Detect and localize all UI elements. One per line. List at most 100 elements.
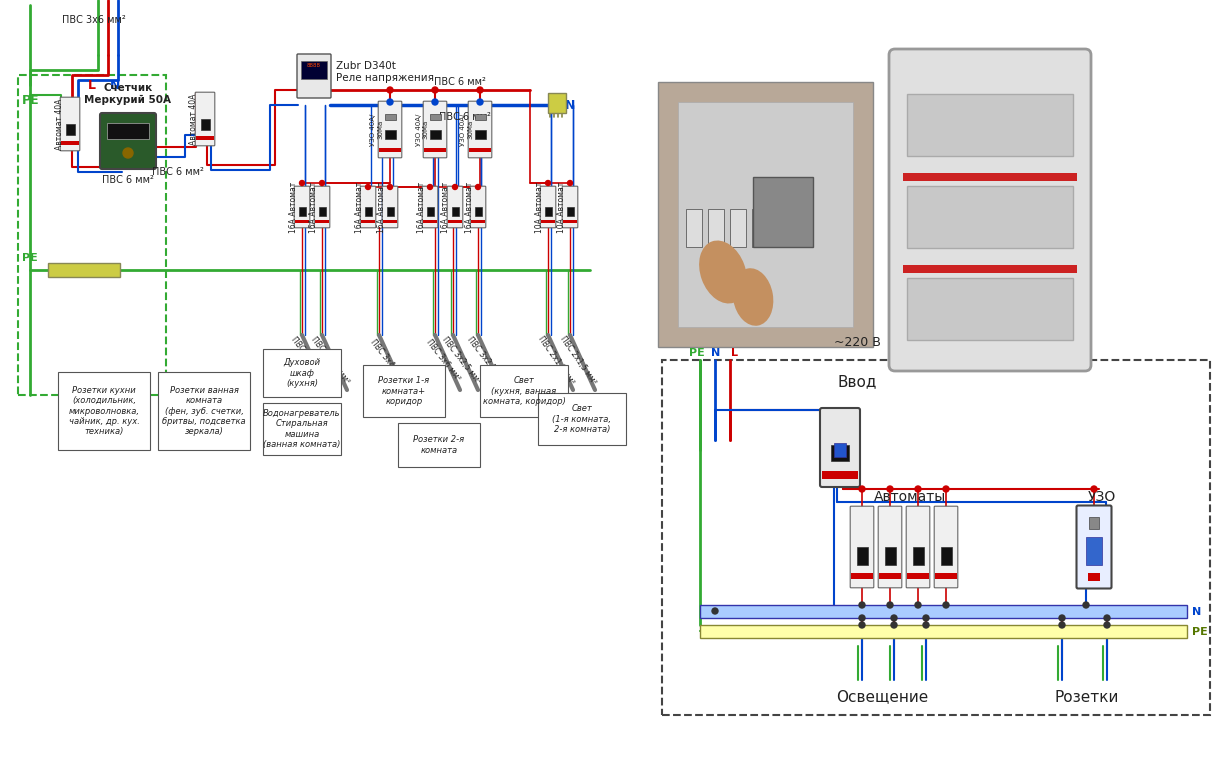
Text: 10А Автомат: 10А Автомат (556, 181, 566, 233)
Bar (264, 349, 342, 397)
Text: 16А Автомат: 16А Автомат (288, 181, 298, 233)
Text: Водонагреватель
Стиральная
машина
(ванная комната): Водонагреватель Стиральная машина (ванна… (264, 409, 340, 449)
Bar (301, 61, 327, 79)
Bar (48, 263, 120, 277)
Circle shape (432, 87, 438, 93)
Text: Розетки 2-я
комната: Розетки 2-я комната (414, 435, 465, 454)
Bar (383, 220, 396, 223)
Text: Свет
(кухня, ванная
комната, коридор): Свет (кухня, ванная комната, коридор) (483, 376, 565, 406)
FancyBboxPatch shape (294, 186, 310, 228)
Bar (686, 209, 702, 247)
Bar (475, 114, 486, 119)
Text: УЗО: УЗО (1088, 490, 1116, 504)
Bar (384, 129, 395, 139)
Bar (425, 148, 447, 151)
Circle shape (477, 87, 483, 93)
Bar (361, 220, 375, 223)
Bar (295, 220, 309, 223)
Circle shape (891, 622, 897, 628)
Text: ПВС 3х2,5 мм²: ПВС 3х2,5 мм² (465, 335, 508, 386)
Bar (1086, 537, 1102, 565)
Bar (906, 278, 1074, 340)
Text: Счетчик
Меркурий 50А: Счетчик Меркурий 50А (84, 83, 172, 105)
Bar (906, 574, 928, 579)
FancyBboxPatch shape (378, 101, 401, 158)
Text: 16А Автомат: 16А Автомат (355, 181, 364, 233)
Text: УЗО 40А/
30Мa: УЗО 40А/ 30Мa (416, 113, 428, 145)
Circle shape (859, 486, 865, 492)
Bar (678, 102, 853, 327)
Bar (822, 471, 858, 479)
FancyBboxPatch shape (562, 186, 578, 228)
FancyBboxPatch shape (470, 186, 486, 228)
Text: ПВС 3х2,5 мм²: ПВС 3х2,5 мм² (289, 335, 331, 386)
FancyBboxPatch shape (448, 186, 462, 228)
Text: 16А Автомат: 16А Автомат (377, 181, 386, 233)
Text: 16А Автомат: 16А Автомат (465, 181, 473, 233)
Bar (18, 75, 166, 395)
Bar (66, 124, 74, 135)
Text: N: N (711, 348, 721, 358)
Bar (429, 114, 440, 119)
Text: N: N (110, 79, 121, 92)
Circle shape (915, 486, 921, 492)
FancyBboxPatch shape (360, 186, 376, 228)
Bar (562, 220, 577, 223)
Bar (451, 207, 459, 216)
Bar (884, 547, 895, 565)
Bar (365, 207, 372, 216)
Text: Розетки кухни
(холодильник,
микроволновка,
чайник, др. кух.
техника): Розетки кухни (холодильник, микроволновк… (68, 386, 139, 436)
FancyBboxPatch shape (820, 408, 860, 487)
Text: ПВС 3х4 мм²: ПВС 3х4 мм² (368, 337, 406, 382)
Circle shape (924, 615, 928, 621)
FancyBboxPatch shape (468, 101, 492, 158)
Bar (429, 129, 440, 139)
Text: 16А Автомат: 16А Автомат (442, 181, 450, 233)
Text: Автомат 40А: Автомат 40А (189, 93, 199, 145)
Circle shape (477, 99, 483, 105)
Bar (1089, 517, 1099, 529)
Circle shape (320, 181, 325, 185)
Circle shape (1059, 615, 1065, 621)
Bar (700, 605, 1187, 618)
Bar (540, 220, 555, 223)
Text: ~220 В: ~220 В (833, 336, 881, 349)
Bar (548, 93, 566, 113)
Bar (566, 207, 573, 216)
Bar (387, 207, 394, 216)
Bar (906, 186, 1074, 248)
Bar (200, 119, 210, 131)
Bar (475, 207, 482, 216)
Text: ПВС 6 мм²: ПВС 6 мм² (434, 77, 486, 87)
Bar (935, 574, 956, 579)
FancyBboxPatch shape (423, 101, 447, 158)
Bar (196, 136, 214, 140)
Circle shape (366, 184, 371, 190)
Text: PE: PE (22, 93, 39, 106)
Bar (448, 220, 462, 223)
Text: ПВС 3х6 мм²: ПВС 3х6 мм² (425, 337, 462, 382)
Circle shape (887, 486, 893, 492)
Bar (941, 547, 952, 565)
Circle shape (432, 99, 438, 105)
Text: Автомат 40А: Автомат 40А (55, 99, 63, 150)
Circle shape (891, 615, 897, 621)
FancyBboxPatch shape (100, 113, 156, 169)
Bar (856, 547, 867, 565)
Bar (364, 365, 445, 417)
Bar (479, 365, 569, 417)
FancyBboxPatch shape (850, 506, 874, 588)
Bar (475, 129, 486, 139)
Circle shape (123, 148, 133, 158)
Text: Ввод: Ввод (837, 375, 877, 389)
Circle shape (924, 622, 928, 628)
Bar (753, 177, 813, 247)
Circle shape (859, 602, 865, 608)
Circle shape (545, 181, 550, 185)
Text: 16А Автомат: 16А Автомат (416, 181, 426, 233)
Text: PE: PE (689, 348, 705, 358)
Bar (107, 123, 149, 139)
Bar (398, 423, 479, 467)
Circle shape (387, 99, 393, 105)
Circle shape (887, 602, 893, 608)
